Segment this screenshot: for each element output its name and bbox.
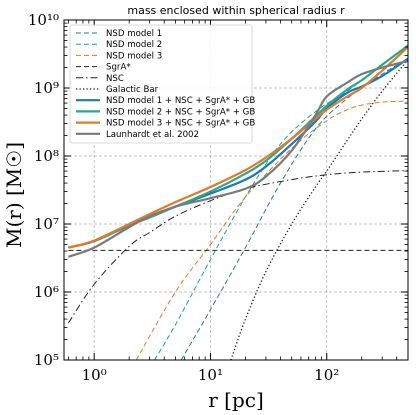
- legend-label: Launhardt et al. 2002: [106, 130, 199, 140]
- y-tick-label: 10⁸: [34, 147, 59, 165]
- legend-box: [69, 24, 253, 144]
- x-tick-label: 10⁰: [82, 366, 107, 384]
- y-tick-label: 10⁹: [34, 79, 59, 97]
- series-line-9: [68, 46, 408, 249]
- y-tick-label: 10⁶: [34, 283, 59, 301]
- legend-label: NSD model 3: [106, 51, 162, 61]
- chart-title: mass enclosed within spherical radius r: [127, 4, 345, 17]
- legend-label: SgrA*: [106, 63, 131, 73]
- x-axis-label: r [pc]: [208, 388, 264, 412]
- y-tick-label: 10⁷: [34, 215, 59, 233]
- series-line-10: [68, 59, 408, 258]
- series-line-5: [67, 170, 408, 324]
- y-tick-label: 10⁵: [34, 351, 59, 369]
- plot-frame: [63, 19, 409, 361]
- legend-label: NSD model 1 + NSC + SgrA* + GB: [106, 96, 255, 106]
- y-axis-label: M(r) [M☉]: [2, 142, 26, 248]
- legend-label: Galactic Bar: [106, 85, 159, 95]
- series-line-3: [135, 100, 408, 360]
- series-line-6: [230, 59, 408, 360]
- y-tick-label: 10¹⁰: [28, 11, 59, 29]
- legend-label: NSD model 2: [106, 40, 162, 50]
- legend-label: NSC: [106, 74, 124, 84]
- series-lines: [67, 44, 408, 360]
- series-line-1: [180, 58, 408, 360]
- x-tick-label: 10¹: [198, 366, 223, 384]
- axis-ticks: 10⁰ 10¹ 10² 10⁵ 10⁶ 10⁷ 10⁸ 10⁹ 10¹⁰: [28, 11, 409, 384]
- legend-label: NSD model 1: [106, 29, 162, 39]
- x-tick-label: 10²: [314, 366, 339, 384]
- legend-label: NSD model 3 + NSC + SgrA* + GB: [106, 119, 255, 129]
- legend-label: NSD model 2 + NSC + SgrA* + GB: [106, 107, 255, 117]
- series-line-2: [154, 45, 408, 360]
